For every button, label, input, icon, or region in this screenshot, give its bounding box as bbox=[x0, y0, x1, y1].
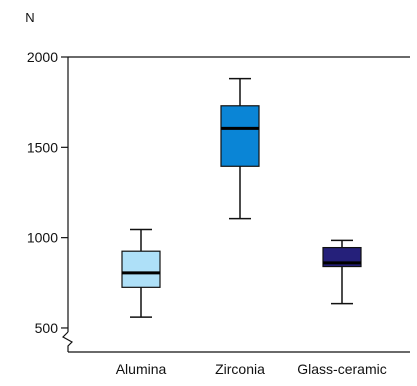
x-axis-tick-labels: Alumina Zirconia Glass-ceramic bbox=[116, 361, 387, 377]
x-tick-label: Zirconia bbox=[215, 361, 265, 377]
y-tick-label: 1000 bbox=[27, 230, 58, 246]
y-tick-label: 2000 bbox=[27, 49, 58, 65]
interquartile-box bbox=[220, 105, 260, 167]
box-glass-ceramic bbox=[322, 239, 362, 305]
box-alumina bbox=[121, 228, 161, 318]
y-tick-label: 500 bbox=[35, 320, 59, 336]
box-series bbox=[121, 77, 362, 318]
y-axis-label: N bbox=[25, 10, 34, 25]
x-tick-label: Glass-ceramic bbox=[297, 361, 386, 377]
plot-frame bbox=[62, 56, 410, 353]
y-tick-label: 1500 bbox=[27, 139, 58, 155]
x-tick-label: Alumina bbox=[116, 361, 167, 377]
y-axis-ticks: 500 1000 1500 2000 bbox=[27, 49, 68, 336]
y-axis-break bbox=[62, 331, 73, 352]
interquartile-box bbox=[121, 250, 161, 288]
box-zirconia bbox=[220, 77, 260, 220]
